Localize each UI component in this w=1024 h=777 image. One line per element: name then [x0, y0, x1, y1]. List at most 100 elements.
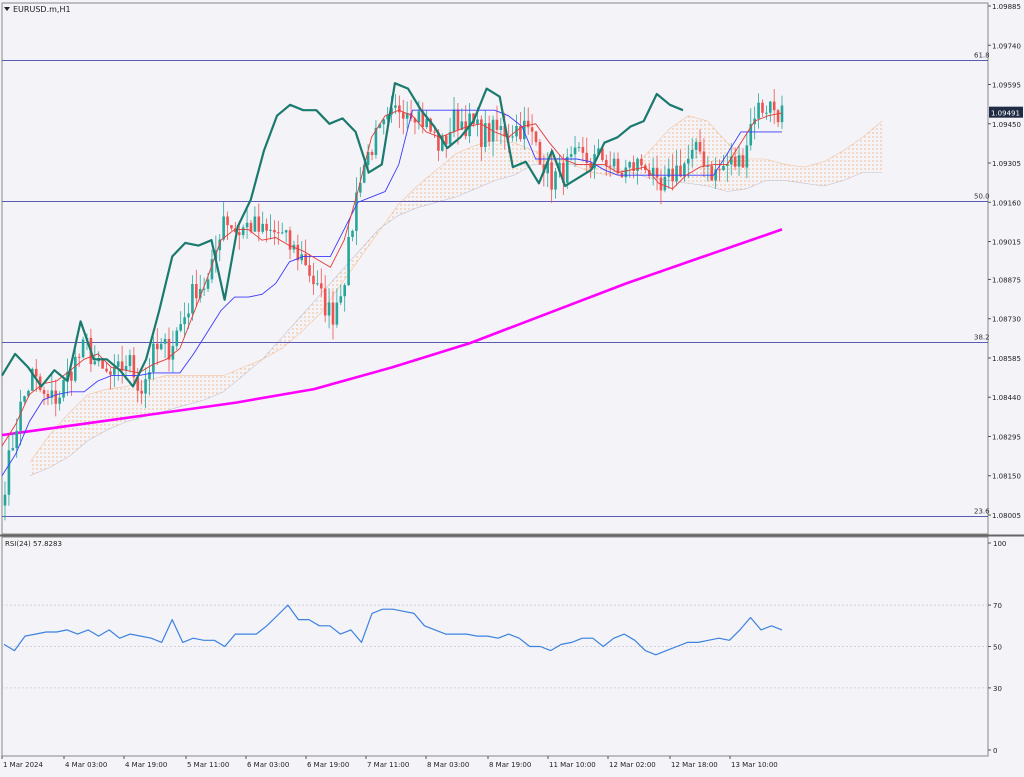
price-candle[interactable]: [50, 374, 54, 405]
price-candle[interactable]: [7, 435, 11, 506]
price-candle[interactable]: [679, 149, 682, 178]
price-candle[interactable]: [167, 327, 171, 372]
price-candle[interactable]: [768, 100, 772, 122]
price-candle[interactable]: [120, 345, 124, 384]
price-candle[interactable]: [624, 159, 628, 184]
price-candle[interactable]: [195, 269, 198, 308]
price-candle[interactable]: [308, 253, 311, 283]
price-candle[interactable]: [54, 379, 58, 417]
price-candle[interactable]: [523, 107, 526, 150]
price-candle[interactable]: [737, 145, 741, 176]
price-candle[interactable]: [394, 94, 397, 115]
price-candle[interactable]: [683, 161, 686, 182]
price-candle[interactable]: [550, 148, 553, 203]
price-candle[interactable]: [253, 206, 257, 232]
price-candle[interactable]: [405, 101, 409, 129]
price-candle[interactable]: [140, 379, 143, 404]
price-candle[interactable]: [710, 160, 714, 181]
price-candle[interactable]: [686, 144, 690, 179]
price-candle[interactable]: [425, 110, 428, 130]
price-candle[interactable]: [741, 148, 745, 168]
price-candle[interactable]: [487, 115, 491, 147]
price-candle[interactable]: [183, 302, 186, 338]
price-candle[interactable]: [105, 361, 108, 373]
price-candle[interactable]: [581, 136, 585, 162]
price-candle[interactable]: [546, 152, 550, 188]
price-candle[interactable]: [726, 152, 729, 182]
price-candle[interactable]: [663, 165, 667, 193]
price-candle[interactable]: [218, 234, 222, 262]
price-candle[interactable]: [58, 391, 61, 411]
price-candle[interactable]: [722, 154, 725, 171]
price-candle[interactable]: [319, 268, 323, 297]
price-candle[interactable]: [132, 347, 136, 386]
price-candle[interactable]: [483, 109, 487, 153]
price-candle[interactable]: [128, 349, 132, 373]
price-candle[interactable]: [155, 328, 159, 366]
price-candle[interactable]: [374, 120, 378, 159]
price-candle[interactable]: [761, 99, 764, 117]
price-candle[interactable]: [269, 214, 272, 240]
price-candle[interactable]: [230, 225, 233, 231]
price-candle[interactable]: [343, 283, 346, 312]
price-candle[interactable]: [70, 369, 73, 396]
price-candle[interactable]: [351, 229, 354, 242]
price-candle[interactable]: [772, 88, 776, 124]
price-candle[interactable]: [31, 367, 34, 392]
price-candle[interactable]: [23, 395, 26, 404]
price-candle[interactable]: [187, 303, 190, 329]
price-candle[interactable]: [109, 367, 112, 390]
price-candle[interactable]: [273, 220, 276, 245]
symbol-menu-chevron-down-icon[interactable]: [4, 7, 10, 11]
price-candle[interactable]: [265, 218, 268, 243]
price-candle[interactable]: [331, 290, 335, 340]
price-candle[interactable]: [718, 159, 721, 182]
price-candle[interactable]: [569, 146, 573, 161]
price-candle[interactable]: [776, 108, 780, 128]
price-candle[interactable]: [585, 137, 589, 173]
price-candle[interactable]: [460, 108, 464, 131]
price-candle[interactable]: [280, 222, 284, 235]
price-candle[interactable]: [62, 379, 65, 402]
price-candle[interactable]: [632, 155, 635, 179]
price-candle[interactable]: [171, 330, 175, 373]
price-candle[interactable]: [511, 125, 514, 142]
price-candle[interactable]: [73, 348, 77, 383]
price-candle[interactable]: [562, 153, 565, 195]
price-candle[interactable]: [616, 152, 620, 176]
price-candle[interactable]: [316, 270, 319, 286]
price-candle[interactable]: [339, 284, 343, 306]
price-candle[interactable]: [234, 221, 237, 233]
price-candle[interactable]: [499, 117, 503, 144]
price-candle[interactable]: [702, 138, 706, 178]
price-candle[interactable]: [296, 234, 300, 271]
price-candle[interactable]: [651, 157, 655, 186]
price-candle[interactable]: [577, 142, 581, 152]
price-candle[interactable]: [757, 93, 760, 129]
price-candle[interactable]: [347, 221, 350, 287]
price-candle[interactable]: [382, 117, 386, 135]
price-candle[interactable]: [398, 95, 401, 129]
price-candle[interactable]: [241, 224, 245, 239]
price-candle[interactable]: [113, 354, 116, 388]
price-candle[interactable]: [765, 105, 768, 120]
price-candle[interactable]: [655, 155, 659, 191]
price-candle[interactable]: [706, 156, 710, 182]
price-candle[interactable]: [565, 148, 569, 190]
price-candle[interactable]: [370, 149, 374, 161]
price-candle[interactable]: [573, 136, 577, 167]
price-candle[interactable]: [429, 117, 432, 133]
price-candle[interactable]: [42, 386, 46, 405]
price-candle[interactable]: [175, 327, 179, 350]
price-candle[interactable]: [526, 107, 530, 135]
price-candle[interactable]: [312, 262, 315, 295]
price-candle[interactable]: [335, 288, 339, 328]
price-candle[interactable]: [452, 97, 456, 138]
price-candle[interactable]: [530, 114, 534, 146]
price-candle[interactable]: [448, 117, 452, 146]
price-candle[interactable]: [519, 111, 522, 142]
price-candle[interactable]: [222, 202, 225, 242]
price-candle[interactable]: [179, 311, 183, 333]
